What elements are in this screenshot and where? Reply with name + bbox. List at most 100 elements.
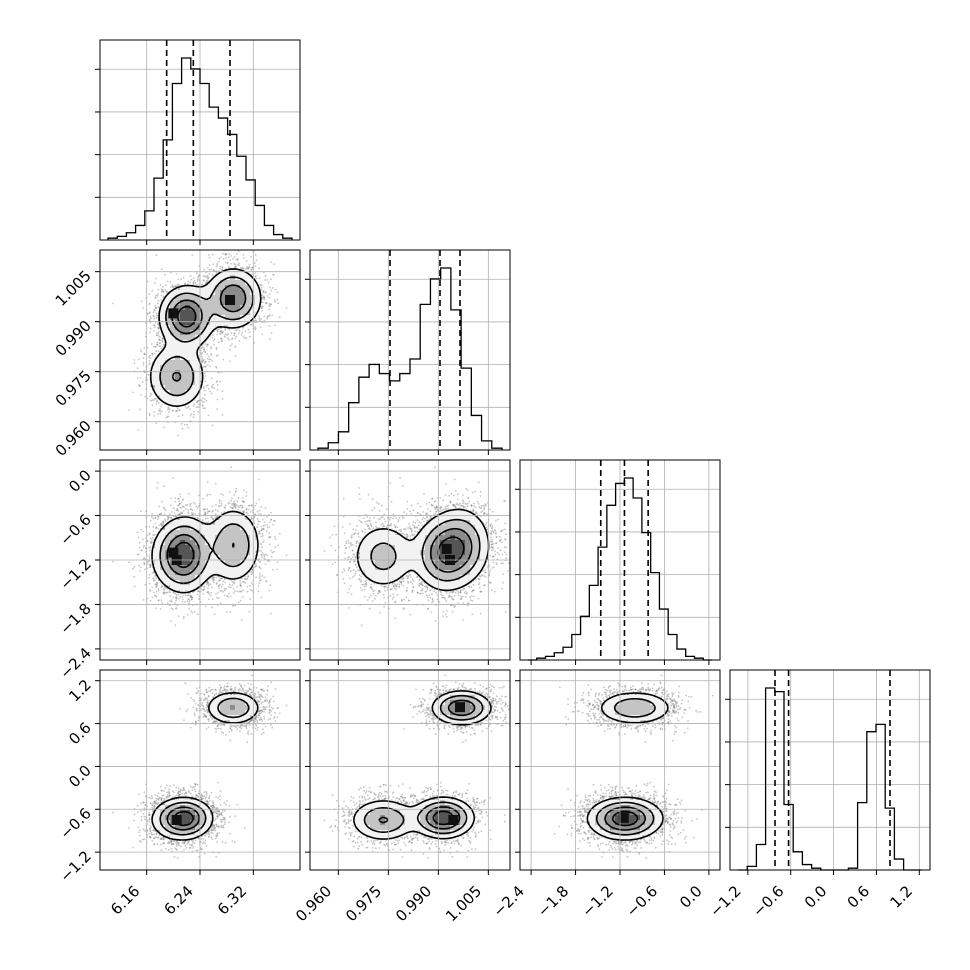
scatter-point [153,315,155,318]
scatter-point [155,314,158,317]
scatter-point [219,265,222,268]
density-cell [195,300,201,306]
scatter-point [151,399,154,401]
scatter-point [222,257,225,260]
density-cell [165,330,171,336]
scatter-point [211,336,214,339]
scatter-point [160,288,163,291]
scatter-point [269,293,271,295]
scatter-point [153,386,156,389]
density-cell [170,325,176,331]
scatter-point [236,263,239,266]
density-cell [240,320,246,326]
scatter-point [165,416,168,419]
density-cell [245,315,251,321]
density-cell [175,385,181,391]
density-cell [195,310,201,316]
density-cell [215,300,221,306]
density-cell [195,385,201,391]
density-cell [225,280,231,286]
scatter-point [218,260,220,263]
density-cell [165,395,171,401]
scatter-point [149,357,152,360]
scatter-point [164,289,167,291]
density-cell [180,340,186,346]
density-cell [180,395,186,401]
density-cell [185,390,191,396]
scatter-point [226,334,229,336]
scatter-point [160,347,163,350]
density-cell [160,310,166,316]
scatter-point [177,288,180,291]
scatter-point [197,399,200,402]
density-cell [175,380,181,386]
density-cell [165,310,171,316]
scatter-point [237,247,239,249]
density-cell [190,300,196,306]
density-cell [180,315,186,321]
density-cell [165,375,171,381]
density-cell [160,360,166,366]
scatter-point [215,346,218,349]
density-cell [190,365,196,371]
scatter-point [233,334,236,337]
density-cell [200,300,206,306]
density-cell [195,320,201,326]
scatter-point [193,279,196,282]
scatter-point [206,276,209,279]
scatter-point [236,259,239,262]
scatter-point [151,352,154,355]
density-cell [250,315,256,321]
density-cell [200,320,206,326]
scatter-point [184,405,187,408]
scatter-point [238,332,240,335]
scatter-point [236,328,239,331]
density-cell [180,345,186,351]
scatter-point [197,406,200,408]
density-cell [165,350,171,356]
scatter-point [153,309,156,312]
scatter-point [146,312,149,315]
scatter-point [206,353,209,355]
scatter-point [192,281,195,284]
scatter-point [235,329,237,332]
scatter-point [224,253,227,256]
scatter-point [191,509,194,512]
density-cell [225,285,231,291]
scatter-point [203,350,206,352]
scatter-point [203,348,206,351]
scatter-point [215,381,218,383]
scatter-point [204,343,207,345]
scatter-point [239,267,242,269]
scatter-point [149,542,152,544]
scatter-point [159,339,162,342]
scatter-point [186,283,189,285]
density-cell [190,285,196,291]
scatter-point [227,337,229,340]
scatter-point [250,269,253,271]
scatter-point [206,274,209,277]
scatter-point [166,290,169,293]
scatter-point [148,356,150,358]
scatter-point [161,286,164,288]
scatter-point [155,316,158,319]
scatter-point [155,306,158,309]
scatter-point [221,332,224,334]
panel-frame [309,249,511,451]
density-cell [205,330,211,336]
scatter-point [184,282,187,285]
scatter-point [249,589,252,591]
scatter-point [270,332,273,334]
scatter-point [224,336,227,338]
scatter-point [241,331,244,334]
density-cell [165,355,171,361]
scatter-point [197,410,200,413]
scatter-point [161,339,164,342]
scatter-point [222,252,224,255]
scatter-point [168,408,171,411]
density-cell [175,390,181,396]
scatter-point [210,346,212,348]
scatter-point [148,311,151,314]
scatter-point [142,530,144,533]
scatter-point [152,330,155,332]
